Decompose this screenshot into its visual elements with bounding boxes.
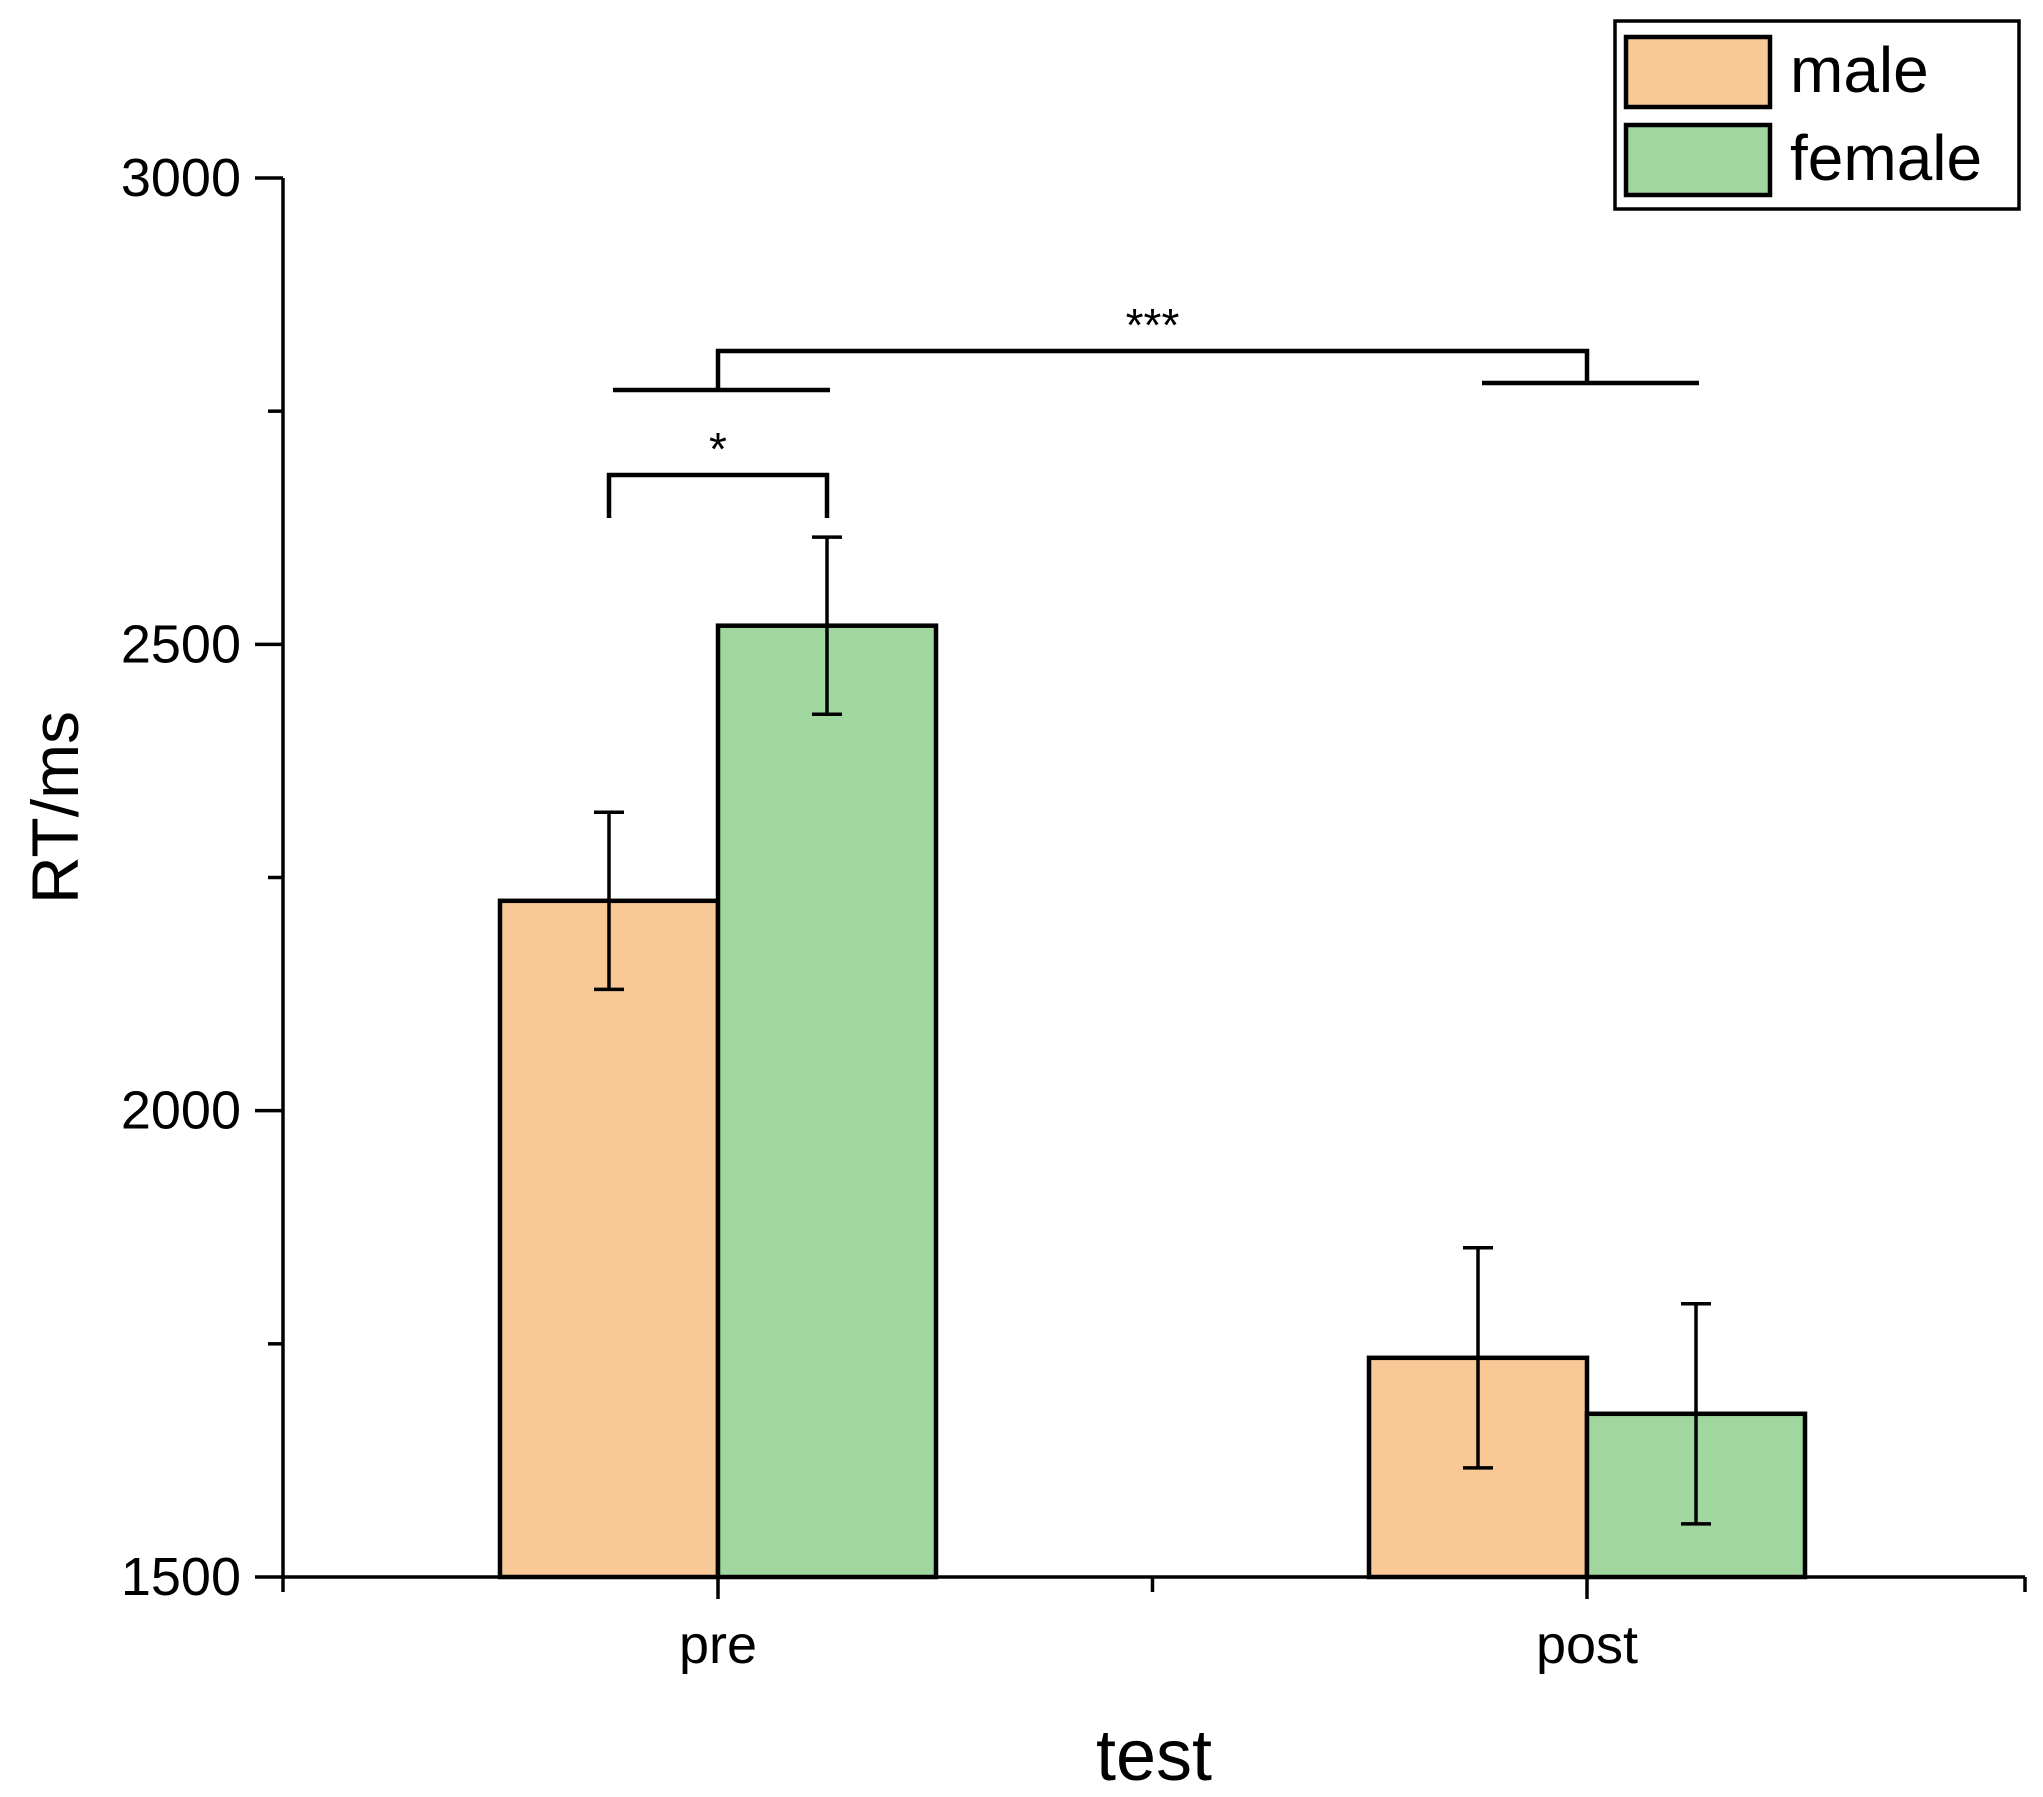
axes-layer <box>255 176 2027 1599</box>
legend: male female <box>1613 19 2021 211</box>
y-tick-label-1500: 1500 <box>121 1547 241 1607</box>
y-tick-label-3000: 3000 <box>121 148 241 208</box>
bracket-line <box>606 472 830 518</box>
error-bars-layer <box>594 535 1711 1526</box>
legend-label-female: female <box>1790 122 1982 194</box>
legend-swatch-female <box>1623 122 1773 198</box>
legend-swatch-male <box>1623 34 1773 110</box>
significance-label: * <box>709 423 727 475</box>
error-bar-female-pre <box>812 535 842 717</box>
bars-layer <box>497 623 1808 1580</box>
significance-bracket-between-groups: *** <box>613 299 1699 393</box>
bar-male-pre <box>497 898 721 1580</box>
significance-bracket-pre: * <box>606 423 830 518</box>
bar-female-pre <box>715 623 939 1580</box>
x-axis-title: test <box>1096 1716 1212 1796</box>
significance-label: *** <box>1126 299 1180 351</box>
significance-layer: **** <box>606 299 1699 518</box>
error-bar-female-post <box>1681 1301 1711 1526</box>
x-tick-label-post: post <box>1536 1615 1638 1675</box>
error-bar-male-pre <box>594 810 624 992</box>
x-tick-label-pre: pre <box>679 1615 757 1675</box>
labels-layer: 1500 2000 2500 3000 pre post test RT/ms <box>18 148 1638 1796</box>
bracket-line <box>715 348 1590 390</box>
y-tick-label-2000: 2000 <box>121 1081 241 1141</box>
y-tick-label-2500: 2500 <box>121 614 241 674</box>
y-axis-title: RT/ms <box>18 711 92 904</box>
error-bar-male-post <box>1463 1246 1493 1470</box>
legend-label-male: male <box>1790 34 1929 106</box>
